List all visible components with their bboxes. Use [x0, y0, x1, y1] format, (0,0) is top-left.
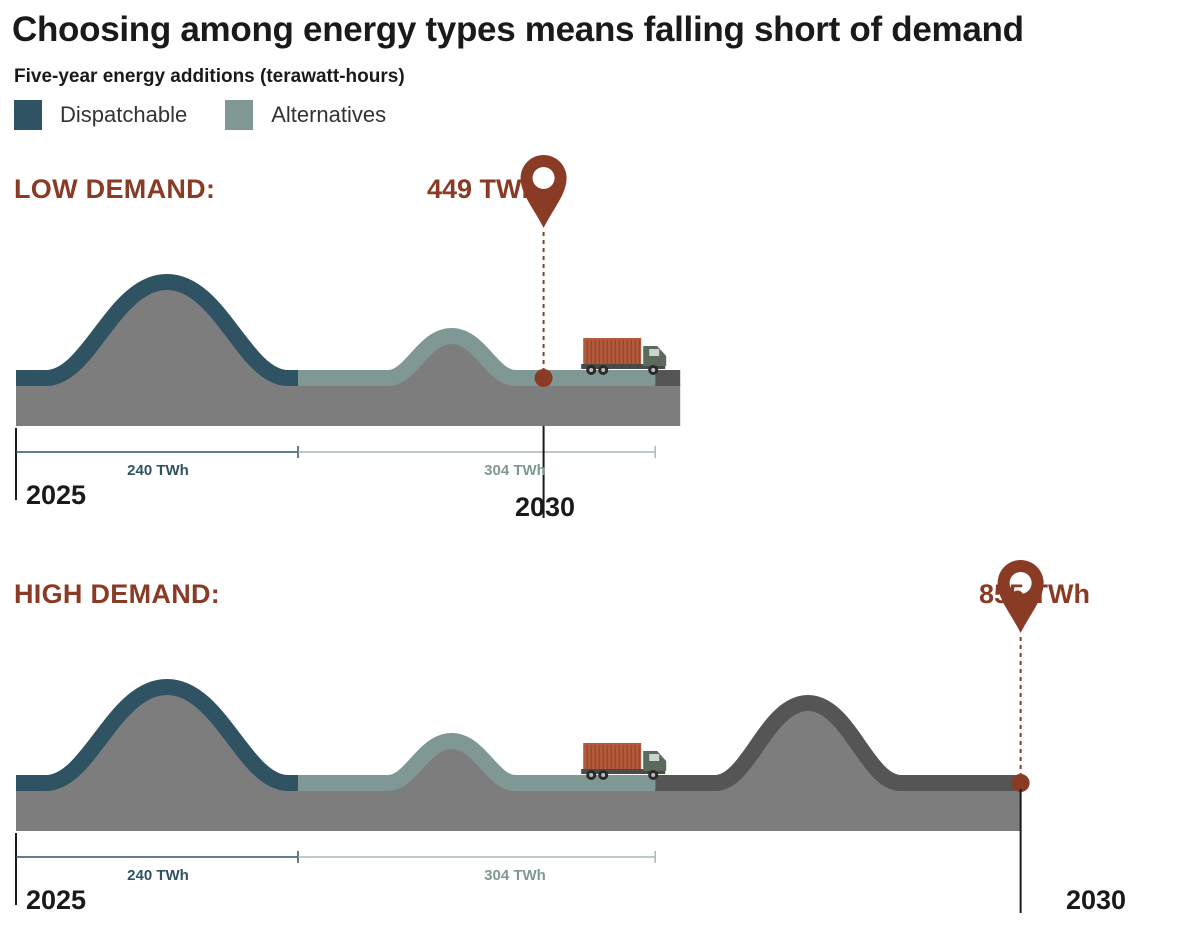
demand-total-low: 449 TWh [426, 174, 538, 204]
road-base [16, 789, 1021, 831]
legend-swatch-dispatchable [14, 100, 42, 130]
demand-marker-dot [534, 369, 553, 387]
truck-icon [581, 743, 667, 780]
legend-label-alternatives: Alternatives [271, 102, 387, 127]
location-pin-icon [520, 155, 567, 228]
segment-label-alternatives-high: 304 TWh [484, 867, 546, 884]
segment-label-dispatchable-low: 240 TWh [127, 462, 189, 479]
hill-fill-alternatives [388, 741, 516, 791]
start-year-low: 2025 [26, 480, 87, 510]
hill-fill-shortfall [715, 703, 901, 791]
road-segment-shortfall [655, 694, 1021, 791]
hill-fill-alternatives [388, 336, 516, 386]
chart-subtitle: Five-year energy additions (terawatt-hou… [14, 66, 405, 87]
hill-fill-dispatchable [46, 687, 288, 791]
road-segment-dispatchable [16, 273, 298, 386]
demand-total-high: 855 TWh [978, 579, 1090, 609]
legend: Dispatchable Alternatives [14, 100, 424, 130]
legend-item-alternatives: Alternatives [225, 100, 386, 130]
segment-label-alternatives-low: 304 TWh [484, 462, 546, 479]
road-segment-shortfall [655, 370, 681, 386]
start-year-high: 2025 [26, 885, 87, 915]
scenario-high-demand: HIGH DEMAND: 855 TWh 240 TWh 304 TWh 202… [0, 545, 1200, 937]
road-segment-dispatchable [16, 678, 298, 791]
low-demand-chart [15, 155, 681, 518]
road-base [16, 384, 681, 426]
scenario-title-low: LOW DEMAND: [14, 174, 216, 204]
end-year-low: 2030 [515, 492, 576, 522]
end-year-high: 2030 [1066, 885, 1127, 915]
high-demand-chart [15, 560, 1044, 913]
hill-fill-dispatchable [46, 282, 288, 386]
legend-label-dispatchable: Dispatchable [60, 102, 188, 127]
legend-swatch-alternatives [225, 100, 254, 130]
road-segment-alternatives [298, 732, 656, 791]
location-pin-icon [997, 560, 1044, 633]
truck-icon [581, 338, 667, 375]
scenario-title-high: HIGH DEMAND: [14, 579, 221, 609]
segment-label-dispatchable-high: 240 TWh [127, 867, 189, 884]
chart-title: Choosing among energy types means fallin… [12, 10, 1024, 49]
demand-marker-dot [1011, 774, 1030, 792]
road-segment-alternatives [298, 327, 656, 386]
scenario-low-demand: LOW DEMAND: 449 TWh 240 TWh 304 TWh 2025… [0, 140, 1200, 530]
legend-item-dispatchable: Dispatchable [14, 100, 187, 130]
